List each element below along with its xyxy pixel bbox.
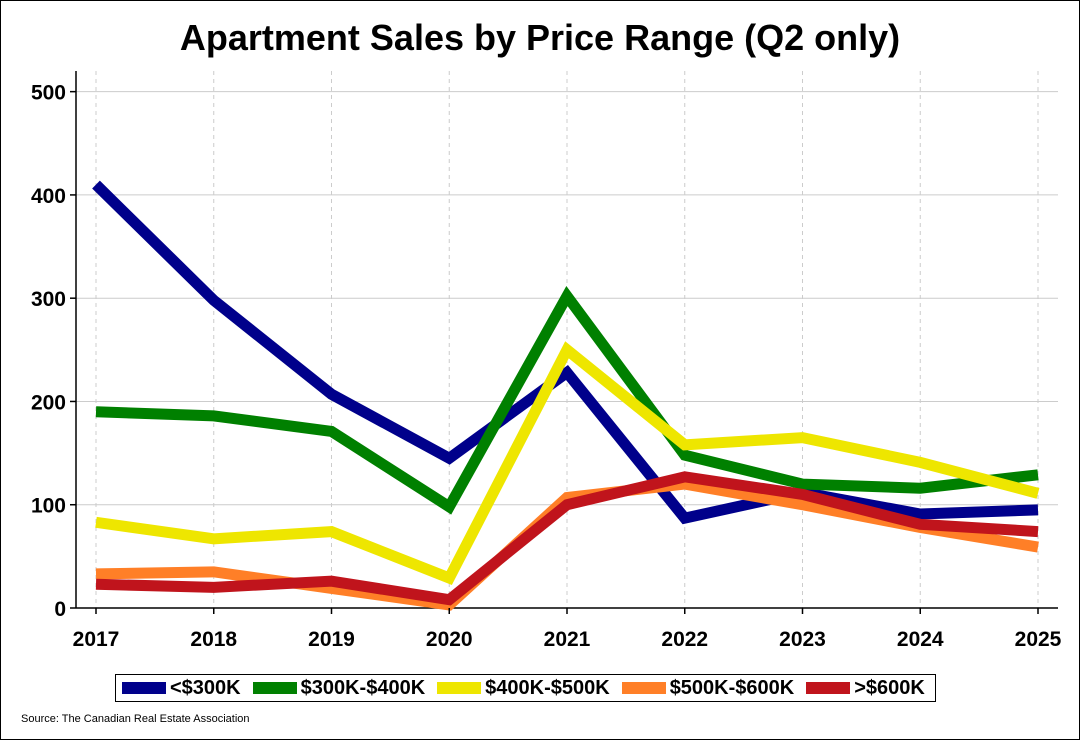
y-tick-label: 100 [31, 495, 66, 518]
legend-item-4: $500K-$600K [621, 676, 795, 700]
series-line-1 [92, 180, 1039, 525]
legend-swatch [122, 682, 166, 694]
x-tick-label: 2025 [1015, 628, 1062, 651]
x-tick-label: 2022 [661, 628, 708, 651]
series-line-5 [95, 471, 1039, 606]
legend-item-3: $400K-$500K [437, 677, 610, 700]
legend-item-1: <$300K [122, 677, 241, 700]
x-tick-label: 2021 [544, 628, 591, 651]
legend: <$300K $300K-$400K $400K-$500K $500K-$600K >… [115, 674, 936, 702]
legend-label: >$600K [854, 676, 925, 699]
tick-layer: 0 100 200 300 400 500 2017 2018 2019 2020 2021 2022… [31, 82, 1062, 651]
chart-title: Apartment Sales by Price Range (Q2 only) [179, 17, 901, 58]
legend-swatch [621, 682, 666, 694]
legend-swatch [437, 682, 482, 694]
line-chart: 0 100 200 300 400 500 2017 2018 2019 2020 2021 2022… [31, 71, 1062, 651]
y-tick-label: 500 [31, 82, 66, 105]
legend-item-5: >$600K [806, 677, 925, 700]
x-tick-label: 2017 [73, 628, 120, 651]
x-tick-label: 2024 [897, 628, 944, 651]
series-line-3 [95, 341, 1040, 585]
x-tick-label: 2023 [779, 628, 826, 651]
series-line-2 [95, 286, 1039, 515]
series-layer [92, 180, 1040, 611]
source-note: Source: The Canadian Real Estate Associa… [21, 713, 250, 725]
legend-label: <$300K [170, 676, 241, 699]
legend-label: $400K-$500K [485, 676, 610, 699]
legend-swatch [252, 682, 297, 694]
legend-label: $300K-$400K [300, 676, 426, 699]
x-tick-label: 2019 [308, 628, 355, 651]
legend-item-2: $300K-$400K [252, 676, 426, 700]
x-tick-label: 2020 [426, 628, 473, 651]
y-tick-label: 0 [54, 598, 66, 621]
y-tick-label: 300 [31, 288, 66, 311]
y-tick-label: 400 [31, 185, 66, 208]
y-tick-label: 200 [31, 391, 66, 414]
legend-label: $500K-$600K [669, 676, 795, 699]
legend-swatch [806, 682, 851, 694]
x-tick-label: 2018 [190, 628, 237, 651]
